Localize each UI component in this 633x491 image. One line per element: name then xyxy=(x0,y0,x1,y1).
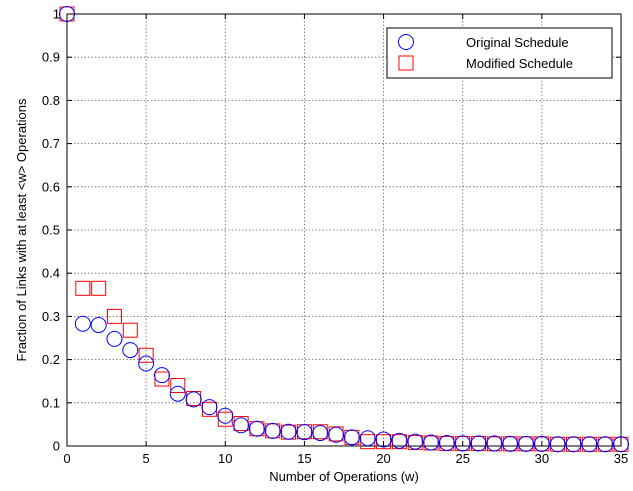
x-tick-label: 0 xyxy=(63,451,70,466)
original-schedule-point xyxy=(565,436,582,453)
original-schedule-point xyxy=(217,407,234,424)
y-tick-label: 0.8 xyxy=(42,93,60,108)
original-schedule-point xyxy=(533,435,550,452)
original-schedule-point xyxy=(201,399,218,416)
original-schedule-point xyxy=(438,434,455,451)
original-schedule-point xyxy=(59,6,75,22)
axis-ticks: 0 5 10 15 20 25 30 35 0 0.1 0.2 0.3 0.4 0.5 0.6 0.7 0.8 0… xyxy=(42,7,628,467)
original-schedule-point xyxy=(581,436,598,453)
modified-schedule-point xyxy=(154,371,170,387)
y-tick-label: 0.4 xyxy=(42,266,60,281)
y-tick-label: 0.9 xyxy=(42,50,60,65)
y-tick-label: 0.3 xyxy=(42,309,60,324)
original-schedule-point xyxy=(122,342,139,359)
original-schedule-point xyxy=(169,385,186,402)
y-tick-label: 0.1 xyxy=(42,395,60,410)
y-tick-label: 0 xyxy=(53,439,60,454)
original-schedule-point xyxy=(106,330,123,347)
original-schedule-point xyxy=(454,435,471,452)
x-tick-label: 25 xyxy=(455,451,469,466)
original-schedule-point xyxy=(549,436,566,453)
original-schedule-point xyxy=(264,422,281,439)
original-schedule-point xyxy=(312,425,329,442)
legend-marker-modified-schedule xyxy=(398,55,414,71)
original-schedule-point xyxy=(74,315,91,332)
original-schedule-point xyxy=(407,433,424,450)
legend-box xyxy=(386,27,613,79)
original-schedule-point xyxy=(248,420,265,437)
original-schedule-point xyxy=(470,435,487,452)
legend-label-modified-schedule: Modified Schedule xyxy=(466,56,573,71)
modified-schedule-point xyxy=(91,280,107,296)
y-tick-label: 0.2 xyxy=(42,352,60,367)
x-axis-label: Number of Operations (w) xyxy=(269,469,419,484)
original-schedule-point xyxy=(328,426,345,443)
original-schedule-point xyxy=(296,424,313,441)
legend: Original Schedule Modified Schedule xyxy=(386,27,613,79)
y-tick-label: 0.5 xyxy=(42,223,60,238)
original-schedule-point xyxy=(185,391,202,408)
x-tick-label: 30 xyxy=(535,451,549,466)
x-tick-label: 35 xyxy=(614,451,628,466)
y-tick-label: 0.7 xyxy=(42,136,60,151)
legend-label-original-schedule: Original Schedule xyxy=(466,35,569,50)
modified-schedule-point xyxy=(138,347,154,363)
original-schedule-point xyxy=(613,436,629,453)
y-tick-label: 0.6 xyxy=(42,179,60,194)
x-tick-label: 20 xyxy=(376,451,390,466)
original-schedule-point xyxy=(343,429,360,446)
original-schedule-point xyxy=(375,431,392,448)
original-schedule-point xyxy=(359,430,376,447)
modified-schedule-point xyxy=(106,308,122,324)
x-tick-label: 10 xyxy=(218,451,232,466)
original-schedule-point xyxy=(233,417,250,434)
x-tick-label: 15 xyxy=(297,451,311,466)
original-schedule-point xyxy=(138,355,155,372)
modified-schedule-point xyxy=(122,322,138,338)
original-schedule-point xyxy=(153,367,170,384)
original-schedule-point xyxy=(391,432,408,449)
y-tick-label: 1 xyxy=(53,7,60,22)
original-schedule-point xyxy=(502,435,519,452)
original-schedule-point xyxy=(90,317,107,334)
original-schedule-point xyxy=(423,434,440,451)
grid xyxy=(67,14,621,446)
original-schedule-point xyxy=(486,435,503,452)
legend-marker-original-schedule xyxy=(398,34,414,50)
x-tick-label: 5 xyxy=(143,451,150,466)
data-marks xyxy=(59,6,629,453)
y-axis-label: Fraction of Links with at least <w> Oper… xyxy=(14,98,29,362)
original-schedule-point xyxy=(280,423,297,440)
original-schedule-point xyxy=(597,436,614,453)
original-schedule-point xyxy=(518,435,535,452)
modified-schedule-point xyxy=(170,378,186,394)
modified-schedule-point xyxy=(75,280,91,296)
